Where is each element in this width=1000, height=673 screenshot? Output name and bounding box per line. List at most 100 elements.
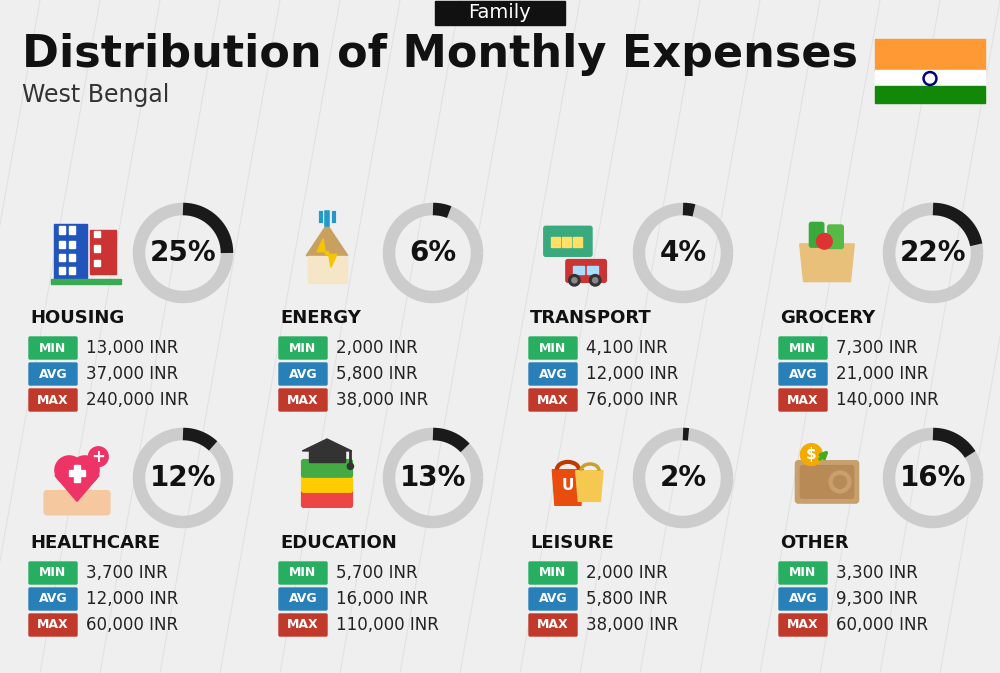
Text: West Bengal: West Bengal [22,83,169,107]
Text: 22%: 22% [900,239,966,267]
FancyBboxPatch shape [302,474,352,492]
FancyBboxPatch shape [74,465,80,482]
Text: 60,000 INR: 60,000 INR [836,616,928,634]
Text: MIN: MIN [539,567,567,579]
Text: 13,000 INR: 13,000 INR [86,339,178,357]
Text: 60,000 INR: 60,000 INR [86,616,178,634]
Text: 6%: 6% [409,239,457,267]
FancyBboxPatch shape [69,470,85,476]
Circle shape [572,278,577,283]
Text: U: U [562,479,574,493]
FancyBboxPatch shape [51,279,121,284]
FancyBboxPatch shape [29,389,77,411]
Text: +: + [91,448,105,466]
Text: MAX: MAX [37,394,69,406]
FancyBboxPatch shape [94,231,100,238]
Text: Family: Family [469,3,531,22]
Text: MIN: MIN [289,567,317,579]
FancyBboxPatch shape [779,614,827,636]
Circle shape [70,456,99,485]
FancyBboxPatch shape [573,266,584,275]
FancyBboxPatch shape [779,588,827,610]
Text: MIN: MIN [39,567,67,579]
FancyBboxPatch shape [69,226,75,234]
FancyBboxPatch shape [69,254,75,261]
FancyBboxPatch shape [94,245,100,252]
FancyBboxPatch shape [279,562,327,584]
Text: MIN: MIN [539,341,567,355]
Text: 13%: 13% [400,464,466,492]
Text: 38,000 INR: 38,000 INR [586,616,678,634]
FancyBboxPatch shape [779,363,827,385]
Text: 25%: 25% [150,239,216,267]
Circle shape [817,234,832,249]
Text: LEISURE: LEISURE [530,534,614,552]
Text: 76,000 INR: 76,000 INR [586,391,678,409]
FancyBboxPatch shape [302,460,352,477]
Circle shape [55,456,84,485]
FancyBboxPatch shape [29,337,77,359]
Circle shape [800,444,822,466]
Circle shape [589,275,601,286]
Polygon shape [306,224,348,256]
FancyBboxPatch shape [779,337,827,359]
Text: TRANSPORT: TRANSPORT [530,309,652,327]
Text: 5,700 INR: 5,700 INR [336,564,418,582]
Text: AVG: AVG [39,367,67,380]
Polygon shape [800,244,854,281]
FancyBboxPatch shape [279,588,327,610]
Text: 9,300 INR: 9,300 INR [836,590,918,608]
FancyBboxPatch shape [529,389,577,411]
Text: 3,700 INR: 3,700 INR [86,564,168,582]
Circle shape [593,278,598,283]
FancyBboxPatch shape [309,451,345,462]
FancyBboxPatch shape [529,337,577,359]
FancyBboxPatch shape [562,237,570,246]
FancyBboxPatch shape [551,237,560,246]
Text: MIN: MIN [289,341,317,355]
FancyBboxPatch shape [69,267,75,274]
FancyBboxPatch shape [795,461,859,503]
Text: 12%: 12% [150,464,216,492]
Text: 16,000 INR: 16,000 INR [336,590,428,608]
FancyBboxPatch shape [529,588,577,610]
Text: AVG: AVG [39,592,67,606]
FancyBboxPatch shape [94,260,100,266]
Text: AVG: AVG [289,592,317,606]
FancyBboxPatch shape [529,363,577,385]
FancyBboxPatch shape [779,389,827,411]
Text: 12,000 INR: 12,000 INR [586,365,678,383]
Text: Distribution of Monthly Expenses: Distribution of Monthly Expenses [22,34,858,77]
Text: MAX: MAX [287,618,319,631]
Text: MAX: MAX [37,618,69,631]
FancyBboxPatch shape [29,614,77,636]
Text: MAX: MAX [537,618,569,631]
Text: 5,800 INR: 5,800 INR [586,590,668,608]
Text: AVG: AVG [789,367,817,380]
FancyBboxPatch shape [529,562,577,584]
Text: MIN: MIN [39,341,67,355]
Text: GROCERY: GROCERY [780,309,875,327]
Text: 5,800 INR: 5,800 INR [336,365,418,383]
FancyBboxPatch shape [875,70,985,87]
Polygon shape [317,239,337,267]
Text: MAX: MAX [787,394,819,406]
FancyBboxPatch shape [59,226,65,234]
Text: ENERGY: ENERGY [280,309,361,327]
FancyBboxPatch shape [279,614,327,636]
FancyBboxPatch shape [800,466,854,498]
Text: MAX: MAX [787,618,819,631]
Text: 2,000 INR: 2,000 INR [336,339,418,357]
Circle shape [923,71,937,85]
Circle shape [569,275,580,286]
FancyBboxPatch shape [566,260,606,282]
Text: 240,000 INR: 240,000 INR [86,391,189,409]
Circle shape [347,463,354,470]
Circle shape [926,74,934,83]
FancyBboxPatch shape [59,267,65,274]
FancyBboxPatch shape [59,254,65,261]
FancyBboxPatch shape [59,240,65,248]
Text: MAX: MAX [537,394,569,406]
Text: $: $ [806,447,817,462]
Text: MIN: MIN [789,341,817,355]
